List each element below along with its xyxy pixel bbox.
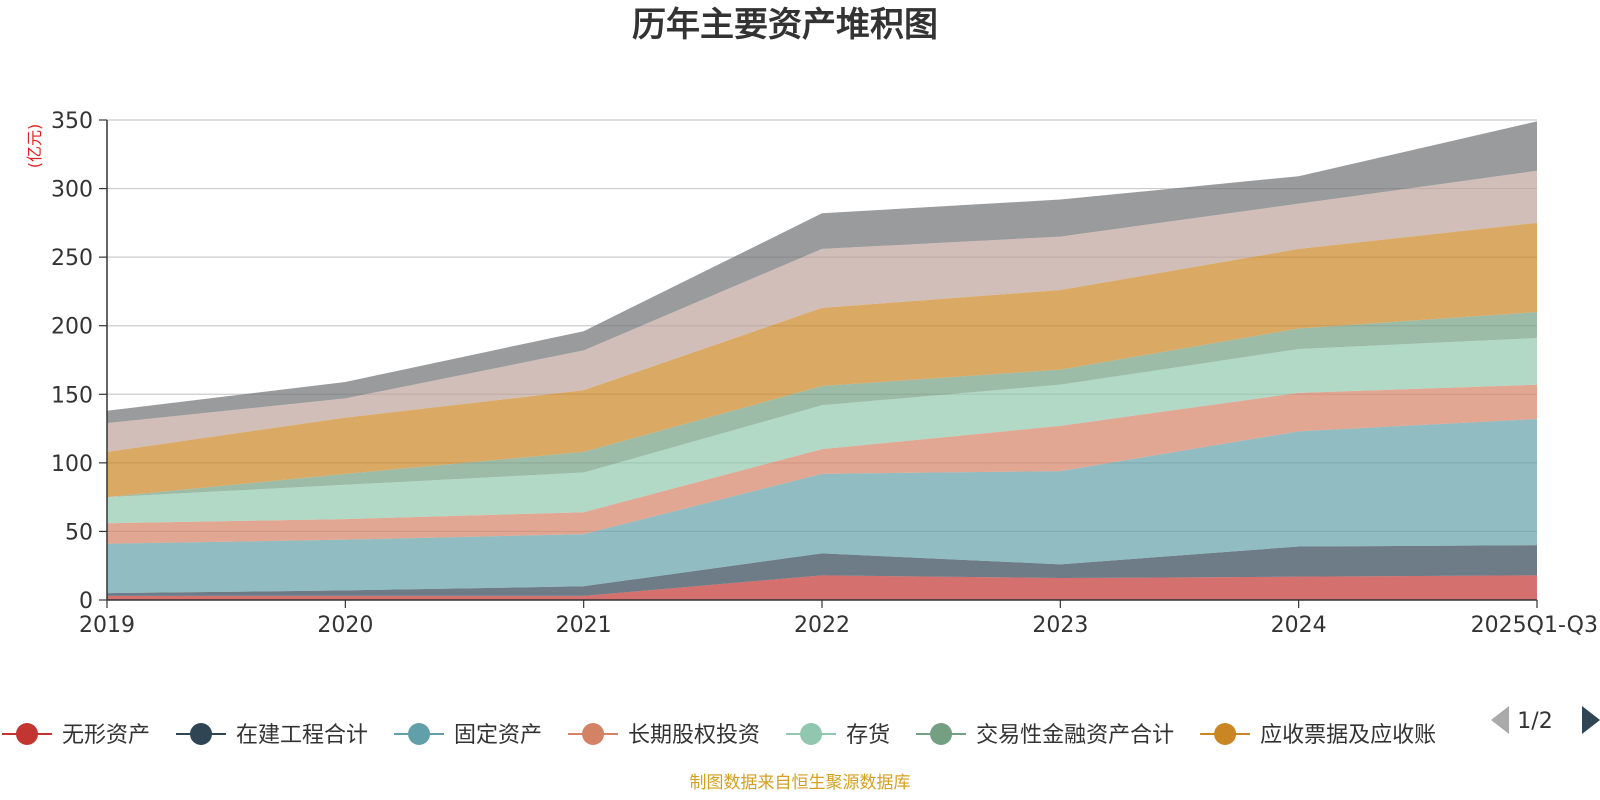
- legend-marker-icon: [16, 723, 38, 745]
- legend-item[interactable]: 应收票据及应收账: [1200, 723, 1436, 748]
- y-tick-label: 200: [51, 315, 93, 340]
- legend-item[interactable]: 固定资产: [394, 723, 542, 748]
- x-tick-label: 2024: [1271, 613, 1327, 638]
- legend-next-arrow-icon[interactable]: [1582, 706, 1600, 734]
- legend-label: 存货: [846, 723, 890, 748]
- legend: 无形资产 在建工程合计 固定资产 长期股权投资 存货 交易性金融资产合计 应收票据及应收账: [2, 723, 1436, 748]
- x-tick-label: 2022: [794, 613, 850, 638]
- area-series: [107, 384, 1537, 544]
- x-tick-label: 2019: [79, 613, 135, 638]
- chart-title: 历年主要资产堆积图: [632, 5, 938, 45]
- x-tick-label: 2020: [317, 613, 373, 638]
- legend-item[interactable]: 长期股权投资: [568, 723, 760, 748]
- y-tick-label: 250: [51, 246, 93, 271]
- data-source-note: 制图数据来自恒生聚源数据库: [690, 773, 911, 793]
- y-tick-label: 0: [79, 589, 93, 614]
- y-tick-label: 150: [51, 383, 93, 408]
- legend-item[interactable]: 交易性金融资产合计: [916, 723, 1174, 748]
- legend-label: 应收票据及应收账: [1260, 723, 1436, 748]
- legend-marker-icon: [408, 723, 431, 745]
- legend-marker-icon: [190, 723, 213, 745]
- legend-prev-arrow-icon[interactable]: [1491, 706, 1509, 734]
- legend-item[interactable]: 存货: [786, 723, 890, 748]
- area-series: [107, 338, 1537, 524]
- y-axis-unit: (亿元): [25, 124, 44, 169]
- legend-label: 固定资产: [454, 723, 542, 748]
- legend-label: 长期股权投资: [628, 723, 760, 748]
- legend-label: 交易性金融资产合计: [976, 723, 1174, 748]
- legend-label: 在建工程合计: [236, 723, 368, 748]
- x-tick-label: 2021: [556, 613, 612, 638]
- y-tick-label: 300: [51, 178, 93, 203]
- x-tick-label: 2023: [1032, 613, 1088, 638]
- area-series: [107, 545, 1537, 596]
- legend-page-indicator: 1/2: [1517, 709, 1552, 734]
- area-series: [107, 418, 1537, 594]
- area-series: [107, 121, 1537, 424]
- legend-marker-icon: [930, 723, 953, 745]
- legend-marker-icon: [800, 723, 823, 745]
- x-tick-label: 2025Q1-Q3: [1471, 613, 1598, 638]
- area-series: [107, 170, 1537, 452]
- y-tick-label: 50: [65, 520, 93, 545]
- y-tick-label: 350: [51, 109, 93, 134]
- y-tick-label: 100: [51, 452, 93, 477]
- area-series: [107, 575, 1537, 600]
- legend-label: 无形资产: [62, 723, 150, 748]
- legend-item[interactable]: 无形资产: [2, 723, 150, 748]
- area-series: [107, 312, 1537, 498]
- legend-marker-icon: [1214, 723, 1237, 745]
- axes: 0 50 100 150 200 250 300 350 2019 2020 2021 2022 202…: [51, 109, 1598, 638]
- stacked-areas: [107, 121, 1537, 600]
- area-series: [107, 222, 1537, 498]
- legend-pager: 1/2: [1491, 706, 1600, 734]
- legend-marker-icon: [582, 723, 605, 745]
- legend-item[interactable]: 在建工程合计: [176, 723, 368, 748]
